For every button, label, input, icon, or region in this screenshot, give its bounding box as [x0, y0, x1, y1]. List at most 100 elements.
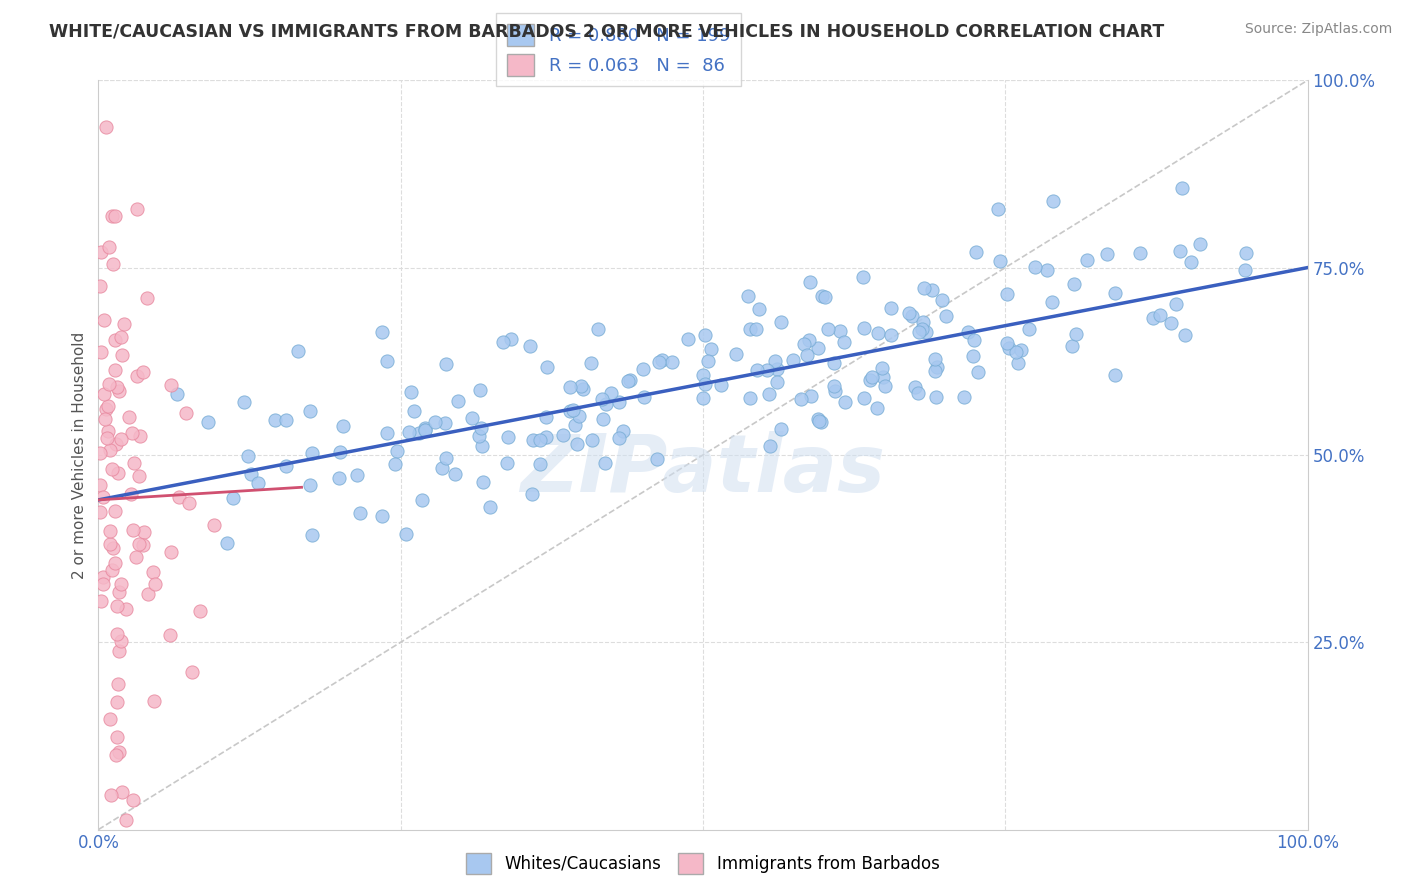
Point	[534, 410, 557, 425]
Point	[1160, 316, 1182, 330]
Point	[645, 452, 668, 467]
Point	[824, 384, 846, 398]
Point	[160, 378, 183, 392]
Point	[823, 379, 845, 393]
Point	[299, 478, 322, 492]
Point	[460, 410, 482, 425]
Point	[661, 355, 683, 369]
Point	[593, 456, 616, 470]
Point	[93, 312, 115, 326]
Point	[443, 467, 465, 482]
Point	[101, 541, 124, 556]
Point	[1129, 246, 1152, 260]
Point	[434, 451, 457, 466]
Point	[346, 468, 368, 483]
Point	[1064, 326, 1087, 341]
Point	[1104, 368, 1126, 382]
Point	[115, 602, 138, 616]
Point	[748, 302, 770, 317]
Point	[128, 537, 150, 551]
Point	[287, 344, 309, 359]
Point	[852, 320, 875, 334]
Point	[129, 428, 152, 442]
Point	[121, 426, 143, 441]
Point	[1097, 247, 1119, 261]
Point	[956, 325, 979, 339]
Point	[607, 395, 630, 409]
Point	[232, 395, 254, 409]
Point	[814, 290, 837, 304]
Point	[817, 322, 839, 336]
Point	[98, 713, 121, 727]
Point	[745, 362, 768, 376]
Point	[1024, 260, 1046, 274]
Point	[188, 604, 211, 618]
Point	[105, 695, 128, 709]
Point	[617, 374, 640, 388]
Point	[692, 368, 714, 383]
Point	[859, 373, 882, 387]
Point	[866, 401, 889, 415]
Point	[1076, 253, 1098, 268]
Point	[953, 390, 976, 404]
Point	[565, 437, 588, 451]
Point	[1171, 181, 1194, 195]
Point	[134, 525, 156, 540]
Point	[384, 458, 406, 472]
Point	[1168, 244, 1191, 258]
Text: Source: ZipAtlas.com: Source: ZipAtlas.com	[1244, 22, 1392, 37]
Point	[125, 202, 148, 217]
Point	[880, 327, 903, 342]
Point	[411, 492, 433, 507]
Point	[765, 376, 787, 390]
Point	[921, 283, 943, 297]
Point	[104, 209, 127, 223]
Point	[177, 496, 200, 510]
Point	[111, 784, 134, 798]
Point	[599, 386, 621, 401]
Point	[329, 445, 352, 459]
Point	[631, 361, 654, 376]
Point	[496, 456, 519, 470]
Point	[94, 412, 117, 426]
Point	[1164, 297, 1187, 311]
Point	[522, 434, 544, 448]
Point	[560, 380, 582, 394]
Point	[967, 365, 990, 379]
Point	[385, 443, 408, 458]
Point	[898, 306, 921, 320]
Point	[132, 365, 155, 379]
Point	[912, 315, 935, 329]
Point	[136, 587, 159, 601]
Point	[519, 339, 541, 353]
Point	[692, 391, 714, 405]
Point	[710, 377, 733, 392]
Point	[800, 389, 823, 403]
Point	[793, 336, 815, 351]
Text: WHITE/CAUCASIAN VS IMMIGRANTS FROM BARBADOS 2 OR MORE VEHICLES IN HOUSEHOLD CORR: WHITE/CAUCASIAN VS IMMIGRANTS FROM BARBA…	[49, 22, 1164, 40]
Point	[108, 585, 131, 599]
Point	[181, 665, 204, 679]
Point	[914, 325, 936, 339]
Point	[499, 332, 522, 346]
Point	[434, 357, 457, 371]
Point	[807, 412, 830, 426]
Point	[110, 330, 132, 344]
Point	[875, 379, 897, 393]
Point	[142, 565, 165, 579]
Point	[375, 354, 398, 368]
Point	[108, 644, 131, 658]
Point	[828, 324, 851, 338]
Point	[769, 315, 792, 329]
Point	[924, 364, 946, 378]
Point	[633, 390, 655, 404]
Point	[111, 348, 134, 362]
Point	[799, 276, 821, 290]
Point	[104, 437, 127, 451]
Point	[264, 412, 287, 426]
Point	[104, 333, 127, 347]
Y-axis label: 2 or more Vehicles in Household: 2 or more Vehicles in Household	[72, 331, 87, 579]
Point	[492, 334, 515, 349]
Point	[965, 244, 987, 259]
Point	[796, 348, 818, 362]
